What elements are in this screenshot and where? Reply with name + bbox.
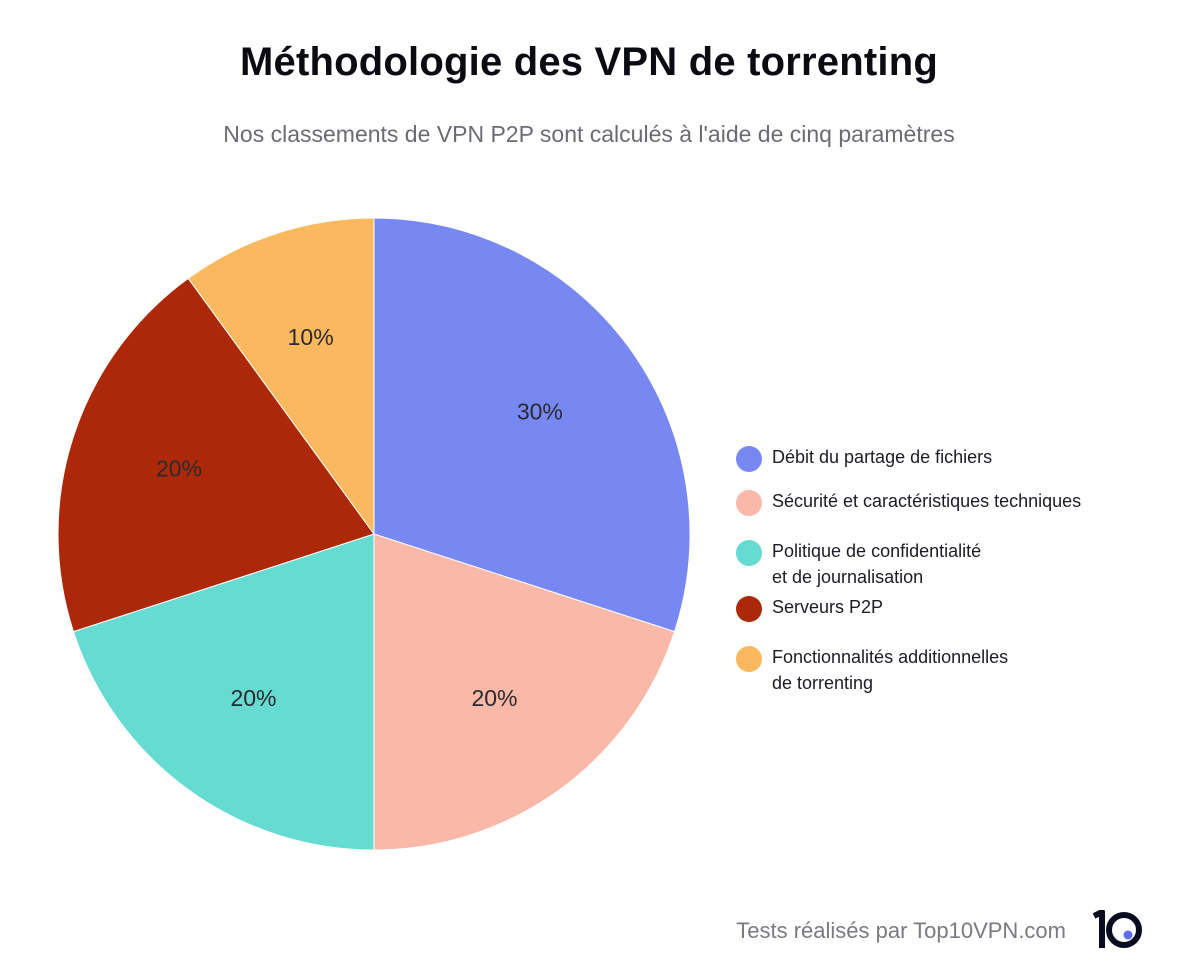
legend-item-4: Fonctionnalités additionnelles de torrent… (736, 644, 1008, 696)
slice-data-label-1: 20% (471, 685, 517, 711)
legend-swatch-2 (736, 540, 762, 566)
slice-data-label-4: 10% (288, 324, 334, 350)
pie-slice-1 (373, 533, 676, 851)
legend-label-4: Fonctionnalités additionnelles de torrent… (772, 647, 1009, 693)
slice-data-label-2: 20% (230, 685, 276, 711)
legend-item-0: Débit du partage de fichiers (736, 444, 993, 472)
legend-swatch-4 (736, 646, 762, 672)
top10vpn-logo (1092, 910, 1142, 948)
legend-item-2: Politique de confidentialité et de journa… (736, 538, 981, 590)
slice-data-label-0: 30% (517, 399, 563, 425)
pie-slice-2 (72, 533, 375, 851)
legend-label-3: Serveurs P2P (772, 597, 884, 617)
chart-subtitle: Nos classements de VPN P2P sont calculés… (223, 121, 955, 147)
pie-slice-0 (373, 217, 691, 633)
legend-item-3: Serveurs P2P (736, 594, 884, 622)
legend-swatch-0 (736, 446, 762, 472)
legend-label-1: Sécurité et caractéristiques techniques (772, 491, 1082, 511)
legend-swatch-3 (736, 596, 762, 622)
legend-label-0: Débit du partage de fichiers (772, 447, 993, 467)
legend-item-1: Sécurité et caractéristiques techniques (736, 488, 1082, 516)
slice-data-label-3: 20% (156, 456, 202, 482)
footer-credit: Tests réalisés par Top10VPN.com (736, 918, 1066, 943)
pie-slice-4 (187, 217, 375, 536)
pie-slice-3 (57, 277, 375, 633)
legend-label-2: Politique de confidentialité et de journa… (772, 541, 982, 587)
legend-swatch-1 (736, 490, 762, 516)
chart-title: Méthodologie des VPN de torrenting (240, 40, 938, 84)
